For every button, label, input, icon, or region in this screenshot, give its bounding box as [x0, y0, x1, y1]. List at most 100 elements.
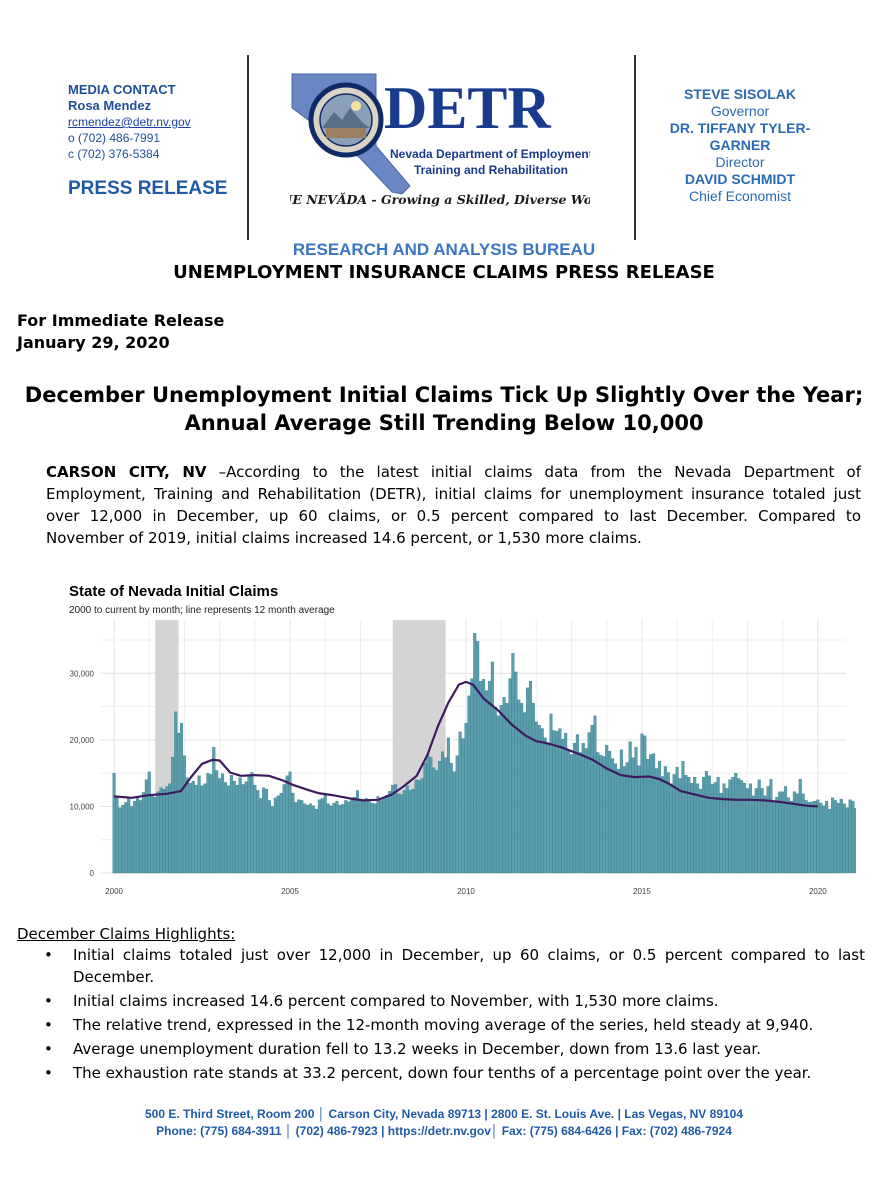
detr-logo-graphic: DETR Nevada Department of Employment, Tr…	[270, 73, 643, 207]
bullet-icon: •	[44, 1064, 53, 1082]
claims-bar	[602, 756, 606, 874]
claims-bar	[446, 737, 450, 874]
claims-bar	[649, 754, 653, 874]
claims-bar	[355, 790, 359, 874]
claims-bar	[810, 801, 814, 874]
claims-bar	[344, 800, 348, 874]
y-tick-label: 20,000	[70, 736, 95, 745]
officials-list: STEVE SISOLAK Governor DR. TIFFANY TYLER…	[640, 86, 840, 205]
claims-bar	[267, 800, 271, 874]
claims-bar	[722, 783, 726, 874]
claims-bar	[165, 786, 169, 874]
highlight-item: • The relative trend, expressed in the 12…	[40, 1014, 865, 1036]
claims-bar	[669, 783, 673, 874]
claims-bar	[763, 795, 767, 874]
claims-bar	[681, 760, 685, 874]
claims-bar	[326, 803, 330, 874]
claims-bar	[587, 732, 591, 874]
claims-bar	[572, 743, 576, 874]
claims-bar	[631, 757, 635, 874]
claims-bar	[373, 803, 377, 874]
claims-bar	[728, 779, 732, 874]
claims-bar	[593, 715, 597, 874]
claims-bar	[640, 733, 644, 874]
claims-bar	[206, 772, 210, 874]
claims-bars	[112, 633, 856, 874]
claims-bar	[751, 795, 755, 874]
claims-bar	[262, 787, 266, 874]
highlight-item: • Initial claims increased 14.6 percent c…	[40, 990, 865, 1012]
claims-bar	[652, 753, 656, 874]
claims-bar	[358, 800, 362, 874]
bullet-icon: •	[44, 946, 53, 964]
logo-abbr: DETR	[384, 75, 551, 141]
claims-bar	[244, 781, 248, 874]
claims-bar	[748, 783, 752, 874]
claims-bar	[159, 787, 163, 874]
claims-bar	[273, 797, 277, 874]
highlight-text: The exhaustion rate stands at 33.2 perce…	[73, 1064, 812, 1082]
contact-email-link[interactable]: rcmendez@detr.nv.gov	[68, 115, 191, 129]
footer-contacts: Phone: (775) 684-3911 │ (702) 486-7923 |…	[156, 1124, 732, 1138]
claims-bar	[136, 796, 140, 874]
detr-logo: DETR Nevada Department of Employment, Tr…	[270, 62, 643, 222]
claims-bar	[259, 798, 263, 874]
claims-bar	[693, 776, 697, 874]
claims-bar	[405, 785, 409, 874]
claims-bar	[605, 745, 609, 874]
claims-bar	[443, 757, 447, 874]
claims-bar	[470, 678, 474, 874]
claims-bar	[655, 768, 659, 874]
claims-bar	[291, 792, 295, 874]
claims-bar	[660, 776, 664, 874]
claims-bar	[385, 794, 389, 874]
claims-bar	[306, 804, 310, 874]
claims-bar	[828, 808, 832, 874]
body-paragraph: CARSON CITY, NV –According to the latest…	[46, 461, 861, 549]
claims-bar	[658, 760, 661, 874]
claims-bar	[646, 758, 650, 874]
claims-bar	[314, 808, 318, 874]
claims-bar	[514, 671, 518, 874]
director-name-line1: DR. TIFFANY TYLER-	[669, 120, 811, 136]
claims-bar	[309, 803, 313, 874]
bureau-heading: RESEARCH AND ANALYSIS BUREAU	[292, 240, 596, 259]
headline-line1: December Unemployment Initial Claims Tic…	[24, 383, 864, 407]
claims-bar	[552, 730, 556, 874]
claims-bar	[279, 792, 283, 874]
claims-bar	[496, 715, 500, 874]
claims-bar	[329, 805, 333, 874]
claims-bar	[696, 783, 700, 874]
claims-bar	[769, 778, 773, 874]
claims-bar	[643, 735, 647, 874]
claims-bar	[564, 733, 568, 874]
claims-bar	[608, 751, 612, 874]
economist-name: DAVID SCHMIDT	[684, 171, 796, 187]
claims-bar	[112, 772, 116, 874]
initial-claims-chart: 0 10,000 20,000 30,000 2000 2005 2010 2015 2020	[70, 620, 856, 896]
claims-bar	[813, 800, 817, 874]
claims-bar	[684, 774, 688, 874]
claims-bar	[666, 772, 670, 874]
claims-bar	[191, 780, 195, 874]
claims-bar	[288, 771, 292, 874]
footer: 500 E. Third Street, Room 200 │ Carson C…	[0, 1106, 888, 1140]
claims-bar	[350, 797, 354, 874]
governor-name: STEVE SISOLAK	[683, 86, 797, 102]
claims-bar	[194, 784, 198, 874]
claims-bar	[534, 721, 538, 874]
claims-bar	[713, 782, 717, 874]
claims-bar	[127, 798, 131, 874]
y-tick-label: 0	[90, 869, 95, 878]
economist-title: Chief Economist	[689, 188, 791, 204]
claims-bar	[256, 790, 260, 874]
claims-bar	[520, 703, 524, 874]
claims-bar	[499, 705, 503, 874]
claims-bar	[719, 792, 723, 874]
claims-bar	[147, 771, 151, 874]
claims-bar	[391, 784, 395, 874]
claims-bar	[185, 777, 189, 874]
release-date: January 29, 2020	[17, 333, 170, 352]
claims-bar	[182, 755, 186, 874]
claims-bar	[740, 780, 744, 874]
